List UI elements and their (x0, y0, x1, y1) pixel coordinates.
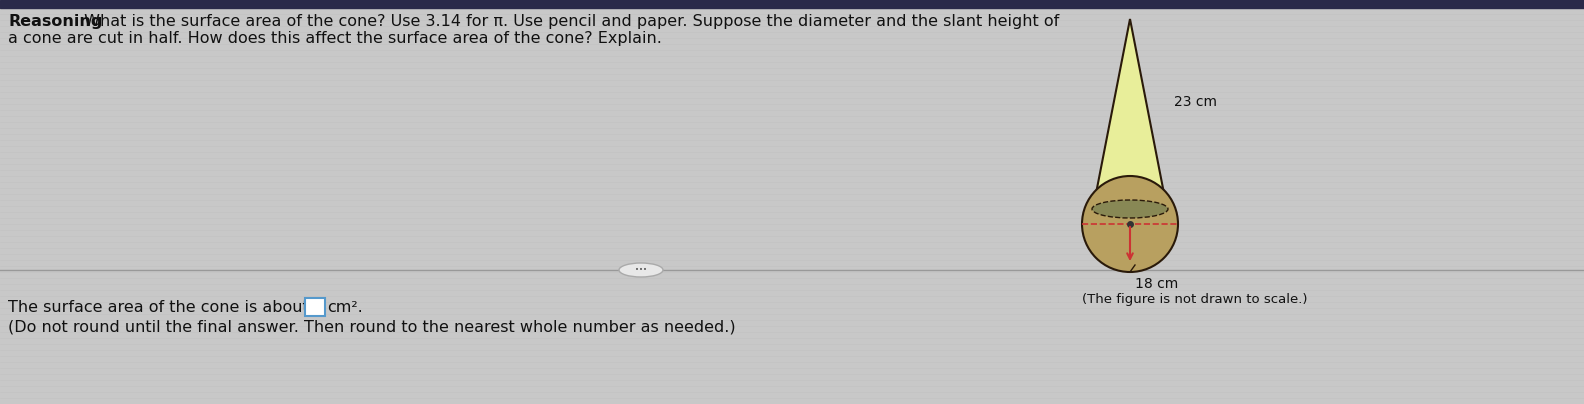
Text: •••: ••• (635, 267, 646, 273)
Polygon shape (1091, 19, 1167, 214)
Text: (The figure is not drawn to scale.): (The figure is not drawn to scale.) (1082, 293, 1307, 306)
Text: 23 cm: 23 cm (1174, 95, 1217, 109)
Bar (306, 298, 325, 316)
Text: Reasoning: Reasoning (8, 14, 103, 29)
Circle shape (1082, 176, 1178, 272)
Text: a cone are cut in half. How does this affect the surface area of the cone? Expla: a cone are cut in half. How does this af… (8, 31, 662, 46)
Text: cm².: cm². (326, 300, 363, 315)
Text: (Do not round until the final answer. Then round to the nearest whole number as : (Do not round until the final answer. Th… (8, 319, 735, 334)
Text: What is the surface area of the cone? Use 3.14 for π. Use pencil and paper. Supp: What is the surface area of the cone? Us… (79, 14, 1060, 29)
Text: The surface area of the cone is about: The surface area of the cone is about (8, 300, 309, 315)
Ellipse shape (1091, 200, 1167, 218)
Bar (0, 0, 1584, 8)
Text: 18 cm: 18 cm (1136, 277, 1178, 291)
Ellipse shape (619, 263, 664, 277)
